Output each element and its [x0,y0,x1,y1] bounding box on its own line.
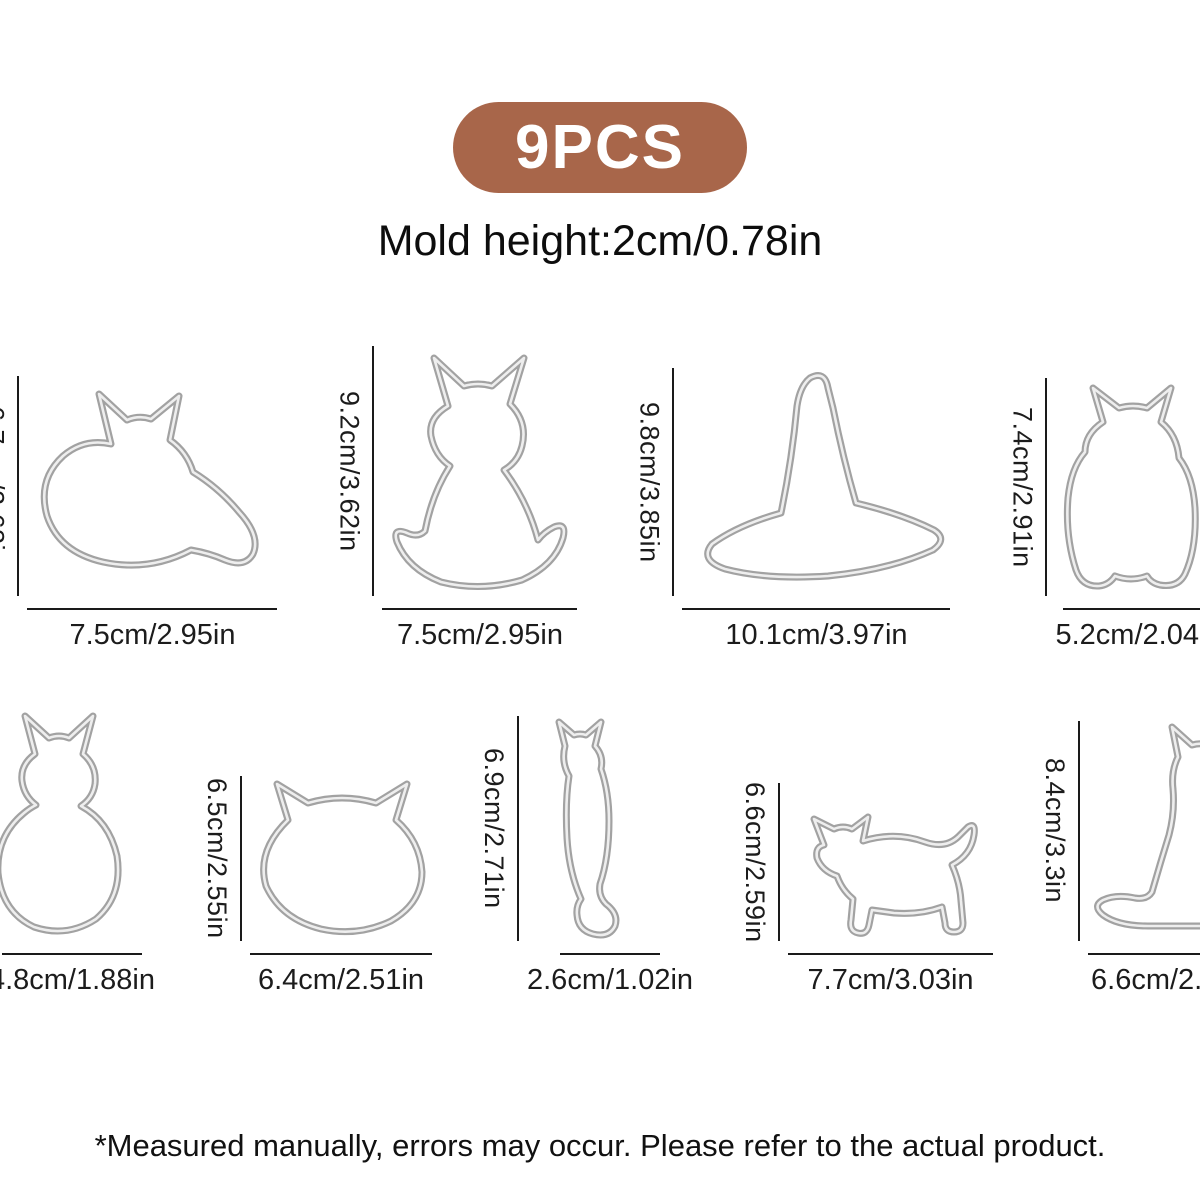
width-label: 5.2cm/2.04in [1055,619,1200,651]
slim-cat-with-tail-cutter-shape [555,718,620,939]
mold-height-text: Mold height:2cm/0.78in [377,217,823,265]
height-label: 8.4cm/3.3in [1040,758,1071,904]
width-label: 7.5cm/2.95in [69,619,236,651]
width-dimension-line [250,953,432,955]
height-dimension-line [778,783,781,941]
cat-face-cutter-shape [260,780,426,936]
height-label: 9.2cm/3.62in [334,390,365,552]
pcs-badge: 9PCS [453,102,747,193]
cutter-item-sitting-cat-side: 8.4cm/3.3in 6.6cm/2.59in [1039,721,1200,997]
width-dimension-line [1,953,142,955]
height-label: 6.6cm/2.59in [740,781,771,943]
arched-cat-cutter-shape [810,813,978,937]
cutter-row-1: 6.7cm/2.63in 7.5cm/2.95in 9.2cm/3.62in [0,346,1200,652]
height-dimension-line [1078,721,1081,941]
width-dimension-line [382,608,578,610]
height-label: 6.9cm/2.71in [479,748,509,909]
width-label: 6.6cm/2.59in [1091,964,1200,996]
lying-cat-cutter-shape [41,390,260,569]
cutter-item-witch-hat: 9.8cm/3.85in 10.1cm/3.97in [633,368,951,652]
height-dimension-line [517,716,519,941]
width-dimension-line [1088,953,1200,955]
height-dimension-line [1045,378,1048,596]
cutter-item-lying-cat: 6.7cm/2.63in 7.5cm/2.95in [0,376,278,652]
height-dimension-line [17,376,20,596]
height-dimension-line [672,368,675,596]
cutter-item-standing-kitten: 7.4cm/2.91in 5.2cm/2.04in [1006,378,1200,652]
cutter-item-sitting-cat-front: 9.2cm/3.62in 7.5cm/2.95in [333,346,578,652]
width-label: 7.5cm/2.95in [396,619,563,651]
cutter-item-round-body-cat: 8.4cm/3.3in 4.8cm/1.88in [0,706,155,997]
height-label: 6.5cm/2.55in [202,778,232,939]
width-dimension-line [27,608,278,610]
height-dimension-line [240,776,242,941]
width-dimension-line [682,608,951,610]
round-body-cat-cutter-shape [0,712,122,935]
sitting-cat-side-cutter-shape [1094,723,1200,930]
footer-disclaimer: *Measured manually, errors may occur. Pl… [94,1128,1106,1163]
cutter-item-cat-face: 6.5cm/2.55in 6.4cm/2.51in [201,776,432,997]
width-label: 2.6cm/1.02in [527,964,694,996]
cutter-row-2: 8.4cm/3.3in 4.8cm/1.88in 6.5cm/2.55in [0,706,1200,997]
width-label: 10.1cm/3.97in [725,619,908,651]
standing-kitten-cutter-shape [1064,384,1200,590]
width-label: 7.7cm/3.03in [807,964,974,996]
width-dimension-line [560,953,661,955]
witch-hat-cutter-shape [704,372,945,581]
height-dimension-line [372,346,375,596]
width-dimension-line [788,953,994,955]
height-label: 6.7cm/2.63in [0,405,10,567]
cutter-item-arched-cat: 6.6cm/2.59in 7.7cm/3.03in [739,781,994,997]
sitting-cat-front-cutter-shape [392,354,568,590]
pcs-badge-label: 9PCS [515,113,685,182]
width-label: 4.8cm/1.88in [0,964,155,996]
height-label: 9.8cm/3.85in [634,401,665,563]
width-label: 6.4cm/2.51in [257,964,425,996]
height-label: 7.4cm/2.91in [1007,406,1038,568]
cutter-item-slim-cat-with-tail: 6.9cm/2.71in 2.6cm/1.02in [478,716,693,997]
width-dimension-line [1062,608,1200,610]
